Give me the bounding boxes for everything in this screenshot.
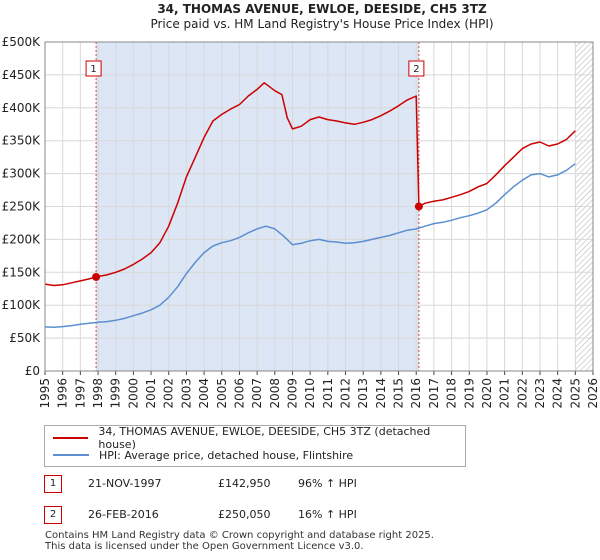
legend-label-property: 34, THOMAS AVENUE, EWLOE, DEESIDE, CH5 3… xyxy=(98,425,431,451)
chart-subtitle: Price paid vs. HM Land Registry's House … xyxy=(150,17,493,31)
x-tick-label: 2007 xyxy=(250,378,264,409)
plot-frame xyxy=(44,41,594,372)
x-tick-label: 2009 xyxy=(285,378,299,409)
x-tick-label: 2004 xyxy=(197,378,211,409)
sale-label-number: 1 xyxy=(90,64,96,75)
sale-label-box xyxy=(408,60,425,77)
legend-swatch-hpi xyxy=(53,454,89,456)
legend-item-property: 34, THOMAS AVENUE, EWLOE, DEESIDE, CH5 3… xyxy=(53,425,465,451)
sale-label-number: 2 xyxy=(413,64,419,75)
x-tick-label: 2017 xyxy=(427,378,441,409)
footer-attribution: Contains HM Land Registry data © Crown c… xyxy=(45,530,434,552)
x-tick-label: 1996 xyxy=(56,378,70,409)
x-tick-label: 2008 xyxy=(268,378,282,409)
sale-hpi-change: 16% ↑ HPI xyxy=(298,508,357,521)
x-tick-label: 2019 xyxy=(462,378,476,409)
y-tick-label: £450K xyxy=(2,68,42,82)
x-tick-label: 2006 xyxy=(232,378,246,409)
x-tick-label: 2015 xyxy=(392,378,406,409)
legend-item-hpi: HPI: Average price, detached house, Flin… xyxy=(53,446,353,464)
x-tick-label: 1997 xyxy=(73,378,87,409)
sale-price: £142,950 xyxy=(218,477,271,490)
x-tick-label: 1998 xyxy=(91,378,105,409)
x-tick-label: 2001 xyxy=(144,378,158,409)
y-tick-label: £50K xyxy=(9,331,41,345)
y-tick-label: £250K xyxy=(2,200,42,214)
sale-hpi-change: 96% ↑ HPI xyxy=(298,477,357,490)
y-tick-label: £300K xyxy=(2,167,42,181)
x-tick-label: 2005 xyxy=(215,378,229,409)
chart-legend: 34, THOMAS AVENUE, EWLOE, DEESIDE, CH5 3… xyxy=(44,425,466,467)
y-tick-label: £0 xyxy=(25,364,40,378)
x-tick-label: 2020 xyxy=(480,378,494,409)
x-tick-label: 2003 xyxy=(179,378,193,409)
x-tick-label: 2022 xyxy=(515,378,529,409)
y-tick-label: £400K xyxy=(2,101,42,115)
x-tick-label: 2018 xyxy=(445,378,459,409)
x-tick-label: 2026 xyxy=(586,378,600,409)
x-tick-label: 2012 xyxy=(339,378,353,409)
legend-swatch-property xyxy=(53,437,89,439)
y-tick-label: £100K xyxy=(2,298,42,312)
x-tick-label: 2002 xyxy=(162,378,176,409)
series-line-hpi xyxy=(44,163,576,328)
sale-row-2: 2 26-FEB-2016 £250,050 16% ↑ HPI xyxy=(40,506,580,526)
y-tick-label: £500K xyxy=(2,35,42,49)
sale-label-box xyxy=(85,60,102,77)
x-tick-label: 1999 xyxy=(109,378,123,409)
y-tick-label: £150K xyxy=(2,265,42,279)
series-line-property xyxy=(44,82,576,287)
x-tick-label: 2023 xyxy=(533,378,547,409)
x-tick-label: 2025 xyxy=(568,378,582,409)
x-tick-label: 2013 xyxy=(356,378,370,409)
x-tick-label: 2016 xyxy=(409,378,423,409)
x-tick-label: 2021 xyxy=(498,378,512,409)
x-tick-label: 2011 xyxy=(321,378,335,409)
footer-line-1: Contains HM Land Registry data © Crown c… xyxy=(45,530,434,541)
sale-row-1: 1 21-NOV-1997 £142,950 96% ↑ HPI xyxy=(40,475,580,495)
sale-badge: 1 xyxy=(44,475,62,493)
y-tick-label: £350K xyxy=(2,134,42,148)
sale-point xyxy=(414,202,423,211)
sale-point xyxy=(92,272,101,281)
x-tick-label: 2014 xyxy=(374,378,388,409)
legend-label-hpi: HPI: Average price, detached house, Flin… xyxy=(99,448,354,462)
x-tick-label: 2024 xyxy=(551,378,565,409)
chart-title: 34, THOMAS AVENUE, EWLOE, DEESIDE, CH5 3… xyxy=(157,2,487,16)
y-tick-label: £200K xyxy=(2,232,42,246)
footer-line-2: This data is licensed under the Open Gov… xyxy=(45,541,364,552)
x-tick-label: 2010 xyxy=(303,378,317,409)
x-tick-label: 2000 xyxy=(126,378,140,409)
sale-date: 21-NOV-1997 xyxy=(88,477,162,490)
sale-badge: 2 xyxy=(44,506,62,524)
x-tick-label: 1995 xyxy=(38,378,52,409)
sale-price: £250,050 xyxy=(218,508,271,521)
sale-date: 26-FEB-2016 xyxy=(88,508,159,521)
price-chart: 34, THOMAS AVENUE, EWLOE, DEESIDE, CH5 3… xyxy=(2,2,600,409)
